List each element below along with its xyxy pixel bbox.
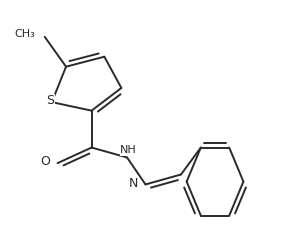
Text: NH: NH: [120, 145, 137, 155]
Text: O: O: [40, 155, 50, 168]
Text: N: N: [129, 176, 139, 190]
Text: S: S: [47, 94, 54, 107]
Text: CH₃: CH₃: [14, 29, 35, 39]
